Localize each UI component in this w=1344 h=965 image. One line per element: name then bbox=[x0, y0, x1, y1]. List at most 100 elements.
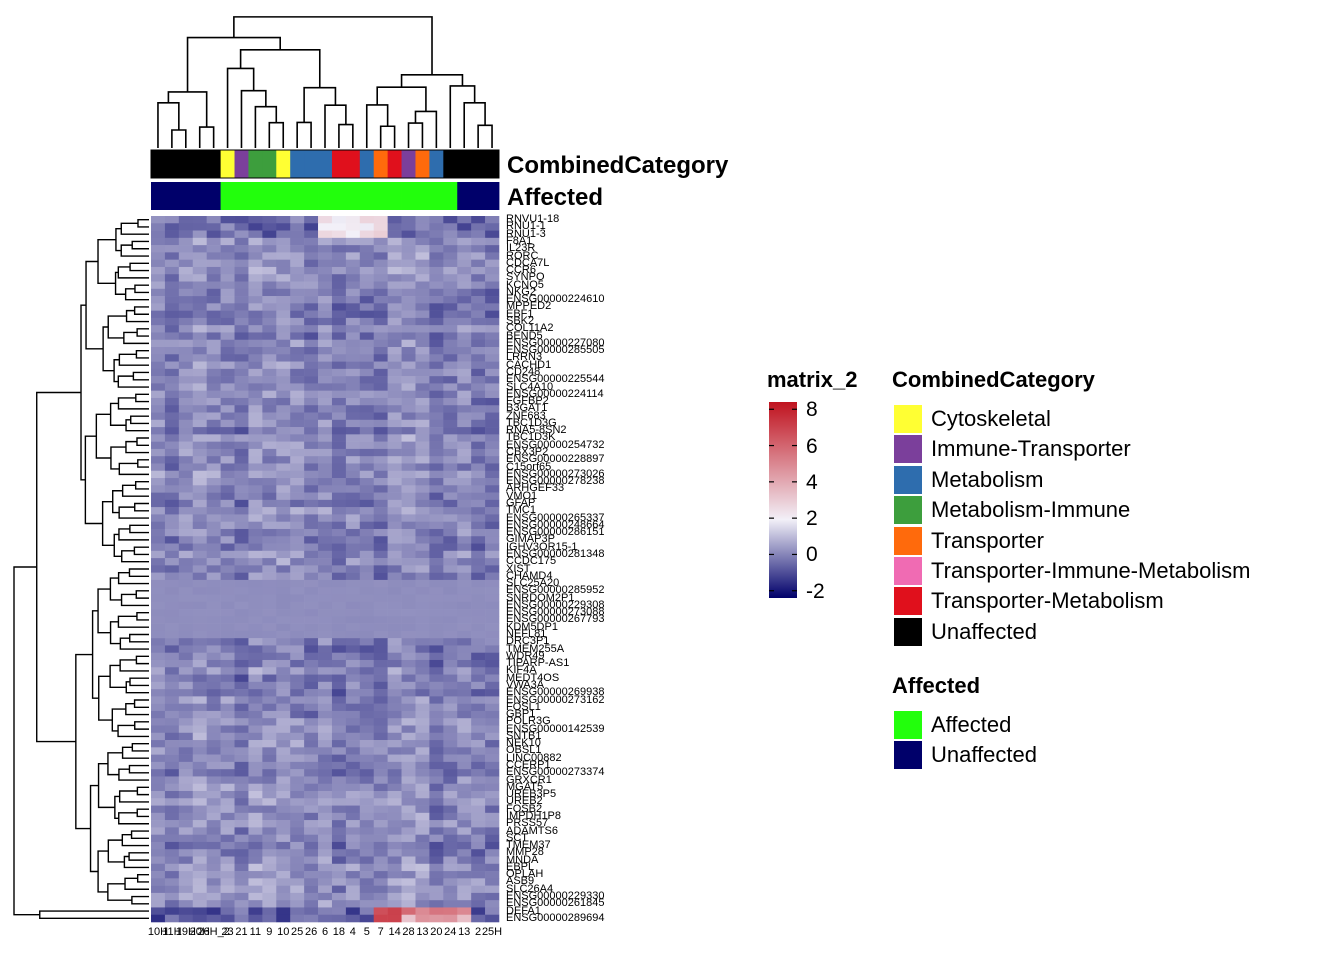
heatmap-cell bbox=[164, 216, 180, 224]
heatmap-cell bbox=[359, 638, 375, 646]
heatmap-cell bbox=[471, 907, 486, 916]
heatmap-cell bbox=[415, 434, 430, 442]
heatmap-cell bbox=[276, 703, 291, 712]
heatmap-cell bbox=[401, 499, 416, 508]
heatmap-cell bbox=[234, 820, 249, 828]
heatmap-cell bbox=[178, 812, 194, 821]
heatmap-cell bbox=[178, 368, 194, 377]
row-label: FOSL1 bbox=[506, 700, 541, 713]
heatmap-cell bbox=[429, 383, 444, 391]
heatmap-cell bbox=[234, 572, 249, 581]
heatmap-cell bbox=[387, 397, 402, 406]
heatmap-cell bbox=[304, 645, 319, 654]
heatmap-cell bbox=[290, 376, 305, 384]
heatmap-cell bbox=[178, 237, 194, 246]
heatmap-cell bbox=[234, 521, 249, 530]
row-label: ENSG00000142539 bbox=[506, 722, 605, 735]
heatmap-cell bbox=[290, 463, 305, 472]
heatmap-cell bbox=[304, 812, 319, 821]
legend-swatch bbox=[894, 741, 922, 770]
heatmap-cell bbox=[262, 317, 277, 326]
heatmap-cell bbox=[457, 216, 472, 224]
heatmap-cell bbox=[220, 470, 235, 479]
heatmap-cell bbox=[471, 543, 486, 552]
heatmap-cell bbox=[373, 383, 388, 391]
heatmap-cell bbox=[192, 427, 207, 435]
heatmap-cell bbox=[429, 528, 444, 537]
heatmap-cell bbox=[331, 463, 347, 472]
heatmap-cell bbox=[373, 630, 388, 639]
heatmap-cell bbox=[359, 747, 375, 755]
affected-cell-3 bbox=[192, 182, 208, 210]
heatmap-cell bbox=[359, 878, 375, 886]
heatmap-cell bbox=[151, 303, 166, 311]
heatmap-cell bbox=[318, 412, 333, 421]
heatmap-cell bbox=[471, 645, 486, 654]
heatmap-cell bbox=[485, 230, 500, 239]
row-dendrogram-branch bbox=[135, 655, 149, 665]
row-dendrogram-branch bbox=[136, 786, 149, 796]
heatmap-cell bbox=[290, 485, 305, 493]
heatmap-cell bbox=[443, 339, 458, 348]
column-label: 2 bbox=[475, 926, 482, 938]
heatmap-cell bbox=[485, 259, 500, 268]
heatmap-cell bbox=[304, 499, 319, 508]
heatmap-cell bbox=[318, 769, 333, 777]
heatmap-cell bbox=[443, 230, 458, 239]
heatmap-cell bbox=[192, 885, 207, 894]
heatmap-cell bbox=[164, 849, 180, 857]
heatmap-cell bbox=[290, 216, 305, 224]
heatmap-cell bbox=[192, 237, 207, 246]
heatmap-cell bbox=[206, 412, 221, 421]
heatmap-cell bbox=[206, 790, 221, 799]
row-dendrogram-branch bbox=[125, 419, 149, 432]
heatmap-cell bbox=[457, 623, 472, 632]
heatmap-cell bbox=[178, 332, 194, 341]
heatmap-cell bbox=[443, 572, 458, 581]
heatmap-cell bbox=[290, 470, 305, 479]
heatmap-cell bbox=[401, 325, 416, 333]
heatmap-cell bbox=[429, 339, 444, 348]
heatmap-cell bbox=[151, 623, 166, 632]
heatmap-cell bbox=[178, 412, 194, 421]
heatmap-cell bbox=[359, 659, 375, 668]
row-label: ENSG00000261845 bbox=[506, 897, 605, 910]
heatmap-cell bbox=[304, 310, 319, 319]
heatmap-cell bbox=[234, 397, 249, 406]
heatmap-cell bbox=[443, 827, 458, 835]
heatmap-cell bbox=[415, 419, 430, 428]
heatmap-cell bbox=[290, 849, 305, 857]
heatmap-cell bbox=[178, 710, 194, 719]
heatmap-cell bbox=[290, 266, 305, 275]
heatmap-cell bbox=[262, 630, 277, 639]
heatmap-cell bbox=[206, 834, 221, 843]
heatmap-cell bbox=[471, 245, 486, 253]
heatmap-cell bbox=[178, 572, 194, 581]
heatmap-cell bbox=[290, 703, 305, 712]
heatmap-cell bbox=[290, 783, 305, 792]
heatmap-cell bbox=[164, 528, 180, 537]
heatmap-cell bbox=[359, 849, 375, 857]
heatmap-cell bbox=[415, 266, 430, 275]
heatmap-cell bbox=[457, 638, 472, 646]
row-dendrogram-branch bbox=[137, 218, 149, 228]
heatmap-cell bbox=[485, 892, 500, 901]
heatmap-cell bbox=[415, 216, 430, 224]
category-cell-5 bbox=[220, 150, 235, 178]
heatmap-cell bbox=[192, 820, 207, 828]
heatmap-cell bbox=[318, 478, 333, 486]
heatmap-cell bbox=[331, 361, 347, 370]
heatmap-cell bbox=[359, 710, 375, 719]
heatmap-cell bbox=[331, 681, 347, 690]
heatmap-cell bbox=[220, 550, 235, 559]
heatmap-cell bbox=[206, 296, 221, 304]
heatmap-cell bbox=[457, 383, 472, 391]
heatmap-cell bbox=[276, 681, 291, 690]
heatmap-cell bbox=[359, 514, 375, 522]
heatmap-cell bbox=[401, 579, 416, 588]
heatmap-cell bbox=[248, 594, 263, 603]
heatmap-cell bbox=[290, 871, 305, 879]
heatmap-cell bbox=[234, 914, 249, 923]
heatmap-cell bbox=[220, 528, 235, 537]
heatmap-cell bbox=[234, 383, 249, 391]
